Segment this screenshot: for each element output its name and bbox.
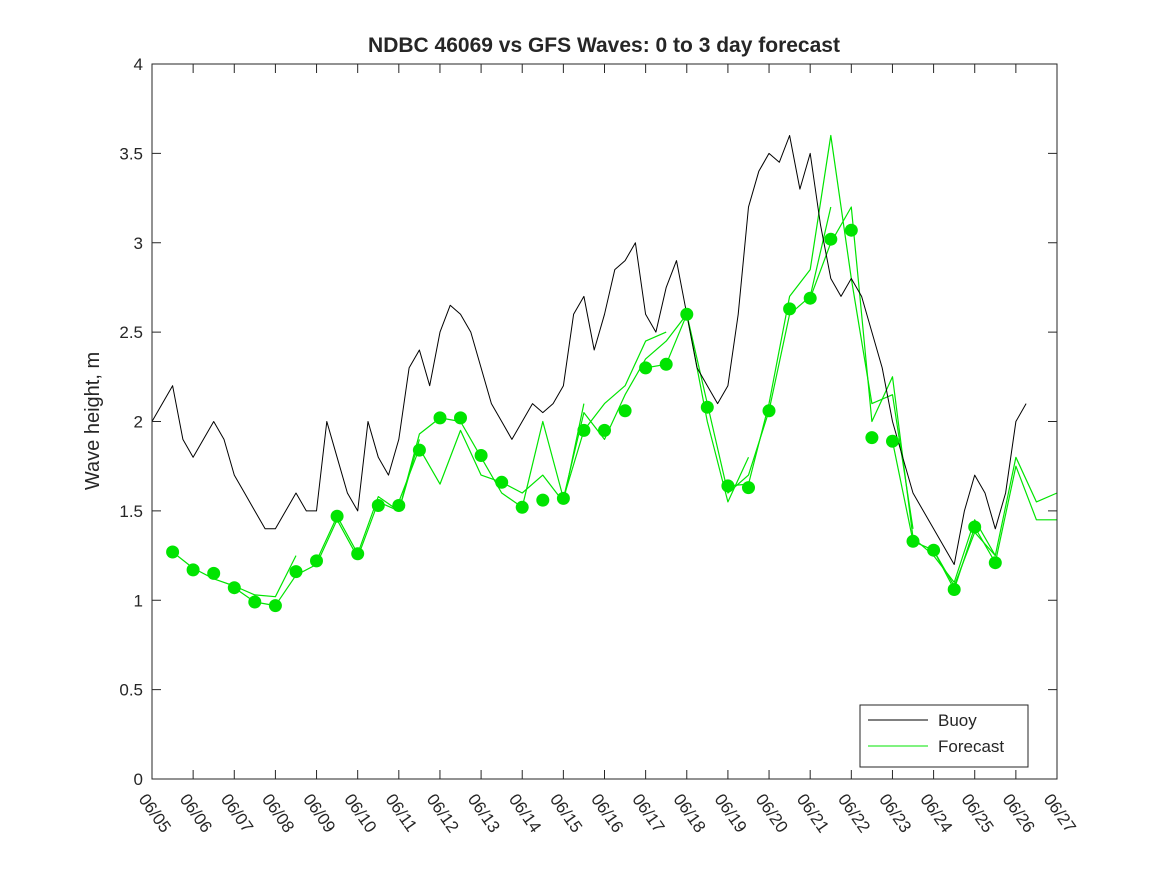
forecast-marker	[207, 566, 221, 580]
forecast-marker	[166, 545, 180, 559]
forecast-marker	[947, 583, 961, 596]
forecast-run-line-6	[562, 313, 750, 503]
forecast-marker	[968, 520, 982, 534]
forecast-marker	[618, 404, 632, 418]
forecast-marker	[988, 556, 1002, 570]
forecast-run-line-7	[645, 206, 832, 494]
forecast-marker	[310, 554, 323, 568]
forecast-marker	[371, 499, 385, 512]
legend: Buoy Forecast	[859, 704, 1029, 768]
forecast-marker	[556, 491, 570, 505]
y-tick-label: 1	[134, 591, 143, 610]
y-tick-label: 0	[134, 770, 143, 789]
forecast-marker	[412, 443, 426, 457]
legend-forecast-label: Forecast	[938, 737, 1004, 756]
forecast-run-line-2	[233, 439, 420, 607]
forecast-marker	[474, 449, 488, 462]
forecast-marker	[886, 434, 899, 448]
forecast-marker	[289, 565, 303, 579]
y-tick-label: 2	[134, 413, 143, 432]
y-axis-label: Wave height, m	[82, 352, 104, 490]
forecast-marker	[762, 404, 776, 418]
forecast-marker	[742, 481, 755, 495]
y-tick-label: 2.5	[119, 323, 143, 342]
forecast-marker	[536, 493, 550, 507]
forecast-marker	[927, 543, 941, 557]
forecast-marker	[268, 599, 282, 613]
forecast-marker	[392, 499, 406, 512]
y-tick-label: 0.5	[119, 681, 143, 700]
chart-title: NDBC 46069 vs GFS Waves: 0 to 3 day fore…	[368, 34, 840, 57]
forecast-marker	[721, 479, 735, 493]
y-tick-label: 3	[134, 234, 143, 253]
y-tick-label: 1.5	[119, 502, 143, 521]
forecast-marker	[865, 431, 879, 445]
forecast-marker	[598, 423, 611, 437]
forecast-marker	[248, 595, 262, 609]
y-tick-label: 4	[134, 55, 143, 74]
forecast-marker	[906, 534, 920, 548]
forecast-marker	[680, 307, 694, 321]
forecast-marker	[454, 411, 467, 425]
forecast-marker	[495, 475, 509, 489]
buoy-line	[151, 135, 1027, 565]
forecast-marker	[351, 547, 365, 561]
y-axis-ticks: 0 0.5 1 1.5 2 2.5 3 3.5 4	[119, 55, 1057, 789]
y-tick-label: 3.5	[119, 144, 143, 163]
forecast-marker	[227, 581, 241, 595]
forecast-marker	[577, 423, 591, 437]
forecast-marker	[803, 291, 817, 305]
forecast-run-line-4	[398, 403, 585, 503]
forecast-marker	[824, 232, 838, 246]
forecast-marker	[639, 361, 653, 375]
forecast-marker	[783, 302, 797, 316]
forecast-marker	[433, 411, 447, 425]
legend-box	[859, 704, 1029, 768]
forecast-marker	[186, 563, 200, 577]
legend-buoy-label: Buoy	[938, 711, 977, 730]
forecast-marker	[844, 223, 858, 237]
forecast-marker	[330, 509, 344, 523]
forecast-marker	[515, 500, 529, 514]
forecast-marker	[659, 357, 673, 371]
forecast-marker	[700, 400, 714, 414]
forecast-run-line-5	[480, 331, 667, 508]
